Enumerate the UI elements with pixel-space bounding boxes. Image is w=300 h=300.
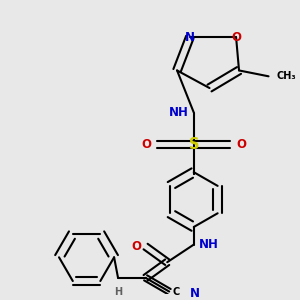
Text: O: O: [142, 138, 152, 151]
Text: O: O: [132, 240, 142, 253]
Text: S: S: [188, 137, 199, 152]
Text: N: N: [185, 31, 195, 44]
Text: N: N: [190, 287, 200, 300]
Text: NH: NH: [169, 106, 189, 119]
Text: C: C: [172, 286, 179, 296]
Text: NH: NH: [199, 238, 219, 251]
Text: O: O: [236, 138, 246, 151]
Text: CH₃: CH₃: [276, 71, 296, 81]
Text: O: O: [231, 31, 241, 44]
Text: H: H: [114, 286, 122, 296]
